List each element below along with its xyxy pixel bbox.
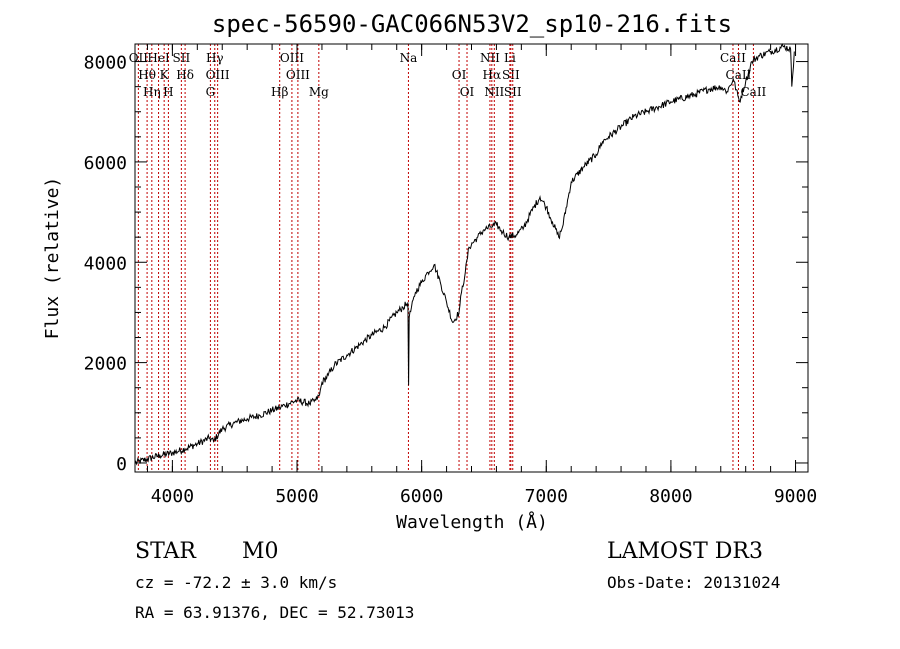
line-label: Hδ — [176, 68, 194, 82]
line-label: H — [163, 85, 173, 99]
line-label: SII — [504, 85, 522, 99]
x-axis-label: Wavelength (Å) — [396, 511, 548, 533]
x-tick-label: 4000 — [151, 486, 194, 507]
survey-name: LAMOST DR3 — [607, 539, 763, 564]
line-label: Hθ — [138, 68, 156, 82]
emission-line-markers: OII Hθ Hη HeI KH SII Hδ G Hγ OIII Hβ OIII OIII Mg Na OI… — [129, 44, 767, 472]
y-tick-label: 6000 — [84, 153, 127, 174]
y-axis: 0 2000 4000 6000 8000 — [84, 53, 808, 475]
line-label: CaII — [720, 51, 746, 65]
line-label: OI — [452, 68, 467, 82]
line-label: OIII — [280, 51, 304, 65]
object-class: STAR — [135, 539, 196, 564]
line-label: SII — [502, 68, 520, 82]
line-label: Hγ — [206, 51, 224, 65]
line-label: Li — [504, 51, 516, 65]
line-label: OIII — [206, 68, 230, 82]
line-label: SII — [173, 51, 191, 65]
observation-date: Obs-Date: 20131024 — [607, 573, 781, 592]
plot-frame — [134, 43, 809, 473]
y-tick-label: 0 — [116, 454, 127, 475]
line-label: NII — [480, 51, 500, 65]
line-label: OIII — [286, 68, 310, 82]
line-label: Hα — [483, 68, 502, 82]
y-tick-label: 8000 — [84, 53, 127, 74]
x-tick-label: 6000 — [400, 486, 443, 507]
line-label: Hη — [143, 85, 161, 99]
x-tick-label: 7000 — [525, 486, 568, 507]
line-label: CaII — [726, 68, 752, 82]
line-label: OI — [460, 85, 475, 99]
y-axis-label: Flux (relative) — [42, 177, 63, 340]
line-label: Na — [400, 51, 418, 65]
line-label: Hβ — [271, 85, 288, 99]
x-axis: 4000 5000 6000 7000 8000 9000 — [146, 44, 817, 507]
chart-title: spec-56590-GAC066N53V2_sp10-216.fits — [212, 10, 732, 38]
line-label: G — [206, 85, 216, 99]
line-label: K — [160, 68, 170, 82]
line-label: NII — [484, 85, 504, 99]
x-tick-label: 9000 — [774, 486, 817, 507]
line-label: Mg — [309, 85, 329, 99]
spectrum-line — [134, 43, 795, 466]
line-label: HeI — [147, 51, 170, 65]
y-tick-label: 2000 — [84, 354, 127, 375]
x-tick-label: 5000 — [275, 486, 318, 507]
y-tick-label: 4000 — [84, 253, 127, 274]
coordinates: RA = 63.91376, DEC = 52.73013 — [135, 603, 415, 622]
line-label: CaII — [740, 85, 766, 99]
line-label: OII — [129, 51, 149, 65]
object-subclass: M0 — [242, 539, 279, 564]
x-tick-label: 8000 — [649, 486, 692, 507]
redshift-value: cz = -72.2 ± 3.0 km/s — [135, 573, 338, 592]
